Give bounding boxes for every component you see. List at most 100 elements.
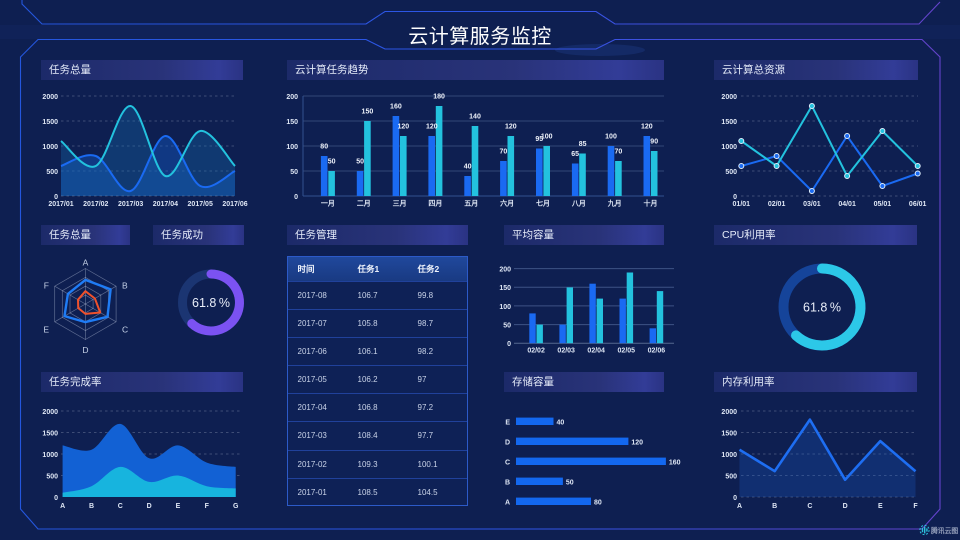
svg-text:120: 120 [631, 439, 643, 446]
svg-text:D: D [82, 345, 88, 355]
svg-text:B: B [505, 479, 510, 486]
svg-text:2000: 2000 [721, 409, 737, 416]
svg-text:1500: 1500 [721, 431, 737, 438]
svg-text:61.8 %: 61.8 % [803, 301, 841, 315]
svg-text:120: 120 [505, 124, 517, 131]
svg-text:200: 200 [286, 94, 298, 101]
svg-text:500: 500 [725, 474, 737, 481]
svg-text:七月: 七月 [536, 199, 550, 208]
svg-text:三月: 三月 [393, 200, 407, 208]
svg-text:02/06: 02/06 [648, 347, 666, 354]
svg-text:02/04: 02/04 [587, 347, 605, 354]
svg-text:02/05: 02/05 [618, 347, 636, 354]
svg-text:40: 40 [557, 419, 565, 426]
svg-text:160: 160 [669, 459, 681, 466]
svg-text:2017/05: 2017/05 [188, 201, 213, 208]
svg-text:C: C [118, 503, 123, 510]
svg-text:A: A [505, 499, 510, 506]
svg-text:B: B [89, 503, 94, 510]
svg-text:85: 85 [579, 141, 587, 148]
svg-text:1500: 1500 [721, 119, 737, 126]
svg-text:2017/01: 2017/01 [48, 201, 73, 208]
svg-text:120: 120 [641, 124, 653, 131]
svg-text:50: 50 [328, 159, 336, 166]
svg-text:0: 0 [54, 194, 58, 201]
svg-text:50: 50 [566, 479, 574, 486]
svg-text:2017/06: 2017/06 [222, 201, 247, 208]
svg-text:2017/03: 2017/03 [118, 201, 143, 208]
svg-text:0: 0 [54, 495, 58, 502]
svg-text:40: 40 [464, 164, 472, 171]
svg-text:50: 50 [356, 159, 364, 166]
svg-text:2017/04: 2017/04 [153, 201, 178, 208]
svg-text:70: 70 [615, 149, 623, 156]
svg-text:50: 50 [290, 169, 298, 176]
svg-text:一月: 一月 [321, 200, 335, 208]
svg-text:02/01: 02/01 [768, 201, 786, 208]
svg-text:120: 120 [426, 124, 438, 131]
svg-text:2000: 2000 [42, 409, 58, 416]
svg-text:150: 150 [499, 285, 511, 292]
svg-text:100: 100 [286, 144, 298, 151]
svg-text:0: 0 [507, 341, 511, 348]
svg-text:05/01: 05/01 [874, 201, 892, 208]
svg-text:G: G [233, 503, 239, 510]
svg-text:D: D [147, 503, 152, 510]
svg-text:06/01: 06/01 [909, 201, 927, 208]
svg-text:D: D [505, 439, 510, 446]
svg-text:95: 95 [535, 136, 543, 143]
svg-text:F: F [913, 503, 918, 510]
svg-text:F: F [205, 503, 210, 510]
svg-text:200: 200 [499, 267, 511, 274]
svg-text:0: 0 [733, 495, 737, 502]
svg-text:0: 0 [294, 194, 298, 201]
svg-text:C: C [122, 325, 128, 335]
svg-text:500: 500 [46, 474, 58, 481]
svg-text:150: 150 [286, 119, 298, 126]
svg-text:80: 80 [320, 144, 328, 151]
svg-text:01/01: 01/01 [733, 201, 751, 208]
svg-text:61.8 %: 61.8 % [192, 296, 230, 310]
svg-text:A: A [737, 503, 742, 510]
svg-text:A: A [83, 258, 89, 268]
svg-text:03/01: 03/01 [803, 201, 821, 208]
svg-text:C: C [807, 503, 812, 510]
svg-text:四月: 四月 [428, 200, 442, 208]
svg-text:五月: 五月 [464, 200, 478, 208]
svg-text:2000: 2000 [42, 94, 58, 101]
svg-text:50: 50 [503, 323, 511, 330]
svg-text:A: A [60, 503, 65, 510]
svg-text:120: 120 [397, 124, 409, 131]
svg-text:E: E [43, 325, 49, 335]
svg-text:E: E [505, 419, 510, 426]
svg-text:04/01: 04/01 [838, 201, 856, 208]
svg-text:六月: 六月 [500, 199, 514, 208]
svg-text:160: 160 [390, 104, 402, 111]
svg-text:180: 180 [433, 94, 445, 101]
svg-text:E: E [878, 503, 883, 510]
svg-text:70: 70 [500, 149, 508, 156]
svg-text:D: D [843, 503, 848, 510]
svg-text:1000: 1000 [42, 144, 58, 151]
svg-text:1500: 1500 [42, 431, 58, 438]
svg-text:1500: 1500 [42, 119, 58, 126]
svg-text:100: 100 [605, 134, 617, 141]
svg-text:65: 65 [571, 151, 579, 158]
svg-text:九月: 九月 [607, 199, 622, 208]
svg-text:F: F [44, 281, 49, 291]
svg-text:C: C [505, 459, 510, 466]
svg-text:0: 0 [733, 194, 737, 201]
svg-text:1000: 1000 [42, 452, 58, 459]
svg-text:1000: 1000 [721, 144, 737, 151]
svg-text:腾讯云图: 腾讯云图 [930, 526, 958, 535]
svg-text:八月: 八月 [571, 200, 586, 208]
svg-text:100: 100 [541, 134, 553, 141]
svg-text:E: E [176, 503, 181, 510]
svg-text:2017/02: 2017/02 [83, 201, 108, 208]
svg-text:150: 150 [362, 109, 374, 116]
svg-text:B: B [122, 281, 128, 291]
svg-text:B: B [772, 503, 777, 510]
svg-text:二月: 二月 [357, 200, 371, 208]
svg-text:2000: 2000 [721, 94, 737, 101]
svg-text:02/02: 02/02 [527, 347, 545, 354]
